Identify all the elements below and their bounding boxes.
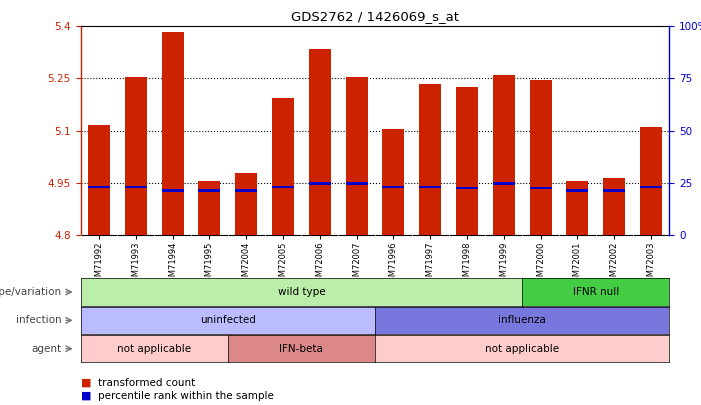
Bar [236,189,257,192]
Bar [88,185,110,188]
Bar [383,185,404,188]
Bar [272,98,294,235]
Bar [529,187,552,190]
Bar [198,181,221,235]
Bar [419,185,442,188]
Bar [419,84,442,235]
Text: influenza: influenza [498,315,546,325]
Bar [308,49,331,235]
Bar [603,189,625,192]
Bar [383,129,404,235]
Text: ■: ■ [81,391,91,401]
Bar [308,182,331,185]
Bar [198,189,221,192]
Bar [566,181,588,235]
Bar [125,185,147,188]
Text: IFN-beta: IFN-beta [280,344,323,354]
Text: IFNR null: IFNR null [573,287,619,297]
Bar [272,185,294,188]
Bar [529,80,552,235]
Bar [88,126,110,235]
Text: wild type: wild type [278,287,325,297]
Bar [161,189,184,192]
Bar [236,173,257,235]
Text: percentile rank within the sample: percentile rank within the sample [98,391,274,401]
Bar [346,182,367,185]
Text: transformed count: transformed count [98,378,196,388]
Bar [640,127,662,235]
Bar [456,87,478,235]
Bar [603,177,625,235]
Bar [493,75,515,235]
Text: ■: ■ [81,378,91,388]
Text: not applicable: not applicable [117,344,191,354]
Bar [346,77,367,235]
Text: infection: infection [16,315,62,325]
Text: GDS2762 / 1426069_s_at: GDS2762 / 1426069_s_at [291,10,459,23]
Bar [125,77,147,235]
Text: agent: agent [32,344,62,354]
Bar [493,182,515,185]
Bar [566,189,588,192]
Text: uninfected: uninfected [200,315,256,325]
Bar [456,187,478,190]
Bar [161,32,184,235]
Text: genotype/variation: genotype/variation [0,287,62,297]
Text: not applicable: not applicable [485,344,559,354]
Bar [640,185,662,188]
